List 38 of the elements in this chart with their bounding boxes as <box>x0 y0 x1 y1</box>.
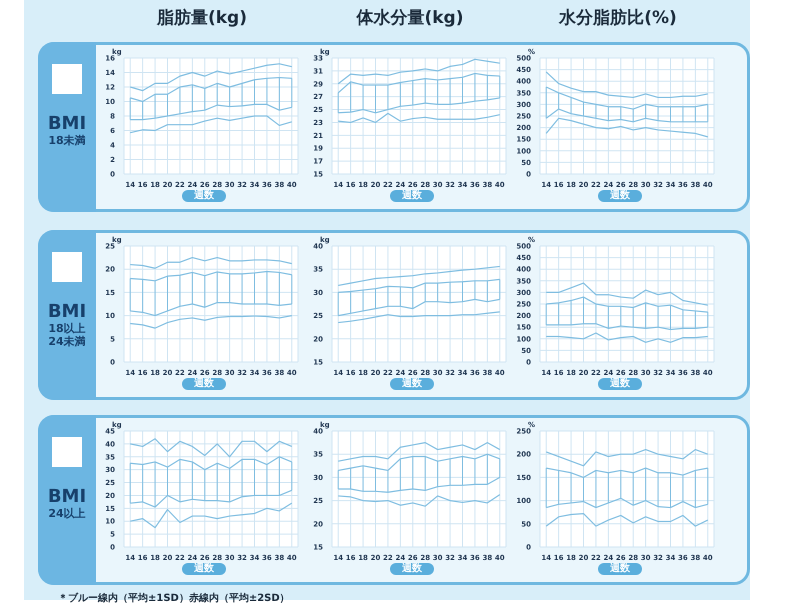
line-series <box>130 257 292 269</box>
line-series <box>546 448 708 466</box>
line-series <box>130 63 292 92</box>
line-series <box>338 442 500 462</box>
x-axis-title: 週数 <box>182 378 226 390</box>
text: 18未満 <box>47 134 87 147</box>
line-series <box>130 315 292 329</box>
line-series <box>338 494 500 507</box>
line-series <box>546 71 708 98</box>
line-series <box>546 282 708 306</box>
line-series <box>130 502 292 528</box>
text: BMI <box>46 113 88 134</box>
line-series <box>130 438 292 458</box>
line-series <box>338 266 500 286</box>
text: BMI <box>46 301 88 322</box>
x-axis-title: 週数 <box>598 378 642 390</box>
line-series <box>546 512 708 527</box>
text: BMI <box>46 486 88 507</box>
x-axis-title: 週数 <box>390 190 434 202</box>
line-series <box>546 332 708 343</box>
line-series <box>130 115 292 134</box>
x-axis-title: 週数 <box>182 190 226 202</box>
x-axis-title: 週数 <box>598 563 642 575</box>
chart-title: 脂肪量(kg) <box>156 7 248 29</box>
line-series <box>338 112 500 124</box>
text: 24以上 <box>47 507 87 520</box>
x-axis-title: 週数 <box>598 190 642 202</box>
line-series <box>546 118 708 138</box>
chart-title: 水分脂肪比(%) <box>558 7 678 29</box>
line-series <box>338 58 500 84</box>
x-axis-title: 週数 <box>390 563 434 575</box>
line-series <box>338 311 500 324</box>
text: ＊ブルー線内（平均±1SD）赤線内（平均±2SD） <box>58 593 290 604</box>
x-axis-title: 週数 <box>182 563 226 575</box>
x-axis-title: 週数 <box>390 378 434 390</box>
text: 18以上 <box>47 322 87 335</box>
chart-title: 体水分量(kg) <box>355 7 464 29</box>
text: 24未満 <box>47 335 87 348</box>
